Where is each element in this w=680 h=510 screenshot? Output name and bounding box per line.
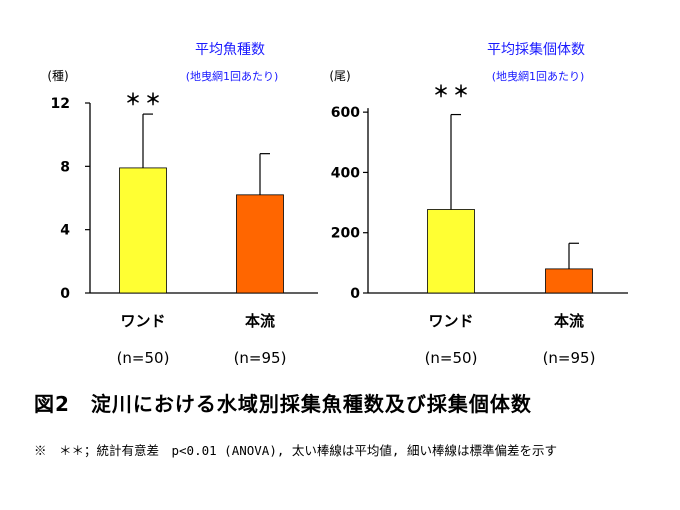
y-tick-label: 12: [51, 96, 70, 112]
significance-mark: ＊＊: [433, 82, 473, 101]
y-tick-label: 0: [350, 286, 360, 302]
significance-mark: ＊＊: [125, 90, 165, 109]
category-label: 本流: [554, 312, 584, 330]
y-tick-label: 400: [331, 165, 360, 181]
y-tick-label: 8: [60, 159, 70, 175]
sample-size-label: (n=50): [425, 349, 478, 367]
y-axis-unit: (尾): [329, 69, 350, 83]
category-label: 本流: [245, 312, 275, 330]
chart-title: 平均採集個体数: [487, 41, 585, 58]
y-tick-label: 600: [331, 105, 360, 121]
figure-canvas: 平均魚種数 (地曳網1回あたり) (種) 0 4 8 12 ワンド (n=50) ＊＊ 本流 (n=9…: [47, 41, 628, 367]
category-label: ワンド: [120, 312, 165, 330]
bar: [119, 167, 167, 294]
bar: [236, 194, 284, 294]
footnote: ※ ＊＊；統計有意差 p<0.01 (ANOVA), 太い棒線は平均値, 細い棒…: [34, 443, 557, 458]
bar: [427, 209, 475, 294]
sample-size-label: (n=50): [117, 349, 170, 367]
chart-right: 平均採集個体数 (地曳網1回あたり) (尾) 0 200 400 600 ワンド (n=50) ＊…: [329, 41, 628, 367]
y-tick-label: 4: [60, 223, 70, 239]
y-axis-unit: (種): [47, 69, 68, 83]
chart-subtitle: (地曳網1回あたり): [492, 69, 585, 83]
figure-caption: 図2 淀川における水域別採集魚種数及び採集個体数: [34, 392, 532, 416]
sample-size-label: (n=95): [234, 349, 287, 367]
category-label: ワンド: [428, 312, 473, 330]
chart-left: 平均魚種数 (地曳網1回あたり) (種) 0 4 8 12 ワンド (n=50) ＊＊ 本流 (n=9…: [47, 42, 318, 367]
sample-size-label: (n=95): [543, 349, 596, 367]
bar: [545, 268, 593, 294]
chart-subtitle: (地曳網1回あたり): [186, 69, 279, 83]
y-tick-label: 0: [60, 286, 70, 302]
y-tick-label: 200: [331, 226, 360, 242]
chart-title: 平均魚種数: [195, 42, 265, 58]
